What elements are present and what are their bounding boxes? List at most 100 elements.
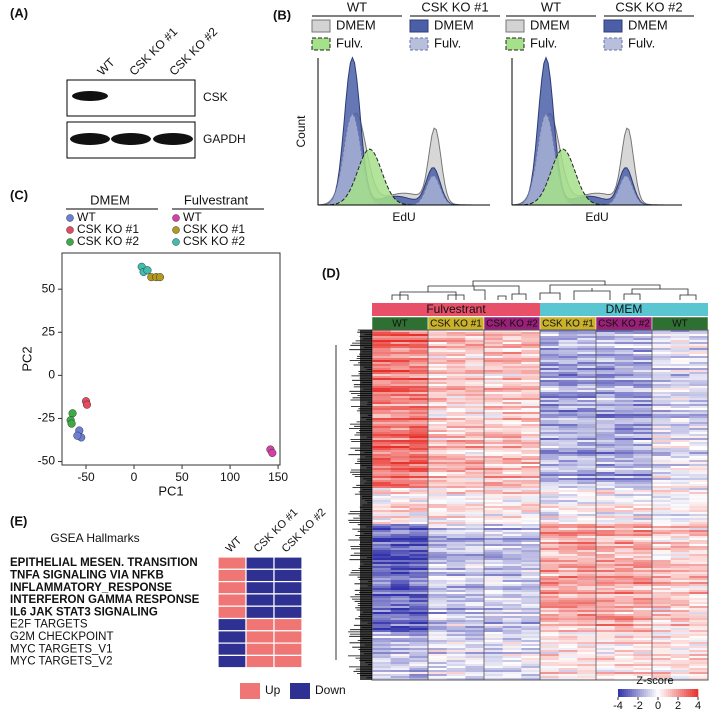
heat-cell: [671, 646, 690, 648]
heat-cell: [596, 410, 615, 412]
heat-cell: [465, 372, 484, 374]
heat-cell: [596, 366, 615, 368]
heat-cell: [540, 506, 559, 508]
heat-cell: [521, 564, 540, 566]
heat-cell: [615, 492, 634, 494]
heat-cell: [671, 340, 690, 342]
heat-cell: [633, 606, 652, 608]
heat-cell: [633, 350, 652, 352]
heat-cell: [671, 556, 690, 558]
heat-cell: [577, 536, 596, 538]
heat-cell: [521, 576, 540, 578]
heat-cell: [671, 652, 690, 654]
heat-cell: [559, 412, 578, 414]
heat-cell: [596, 590, 615, 592]
heat-cell: [689, 560, 708, 562]
heat-cell: [409, 478, 428, 480]
heat-cell: [428, 566, 447, 568]
heat-cell: [428, 650, 447, 652]
heat-cell: [484, 516, 503, 518]
heat-cell: [652, 482, 671, 484]
heat-cell: [447, 610, 466, 612]
heat-cell: [428, 570, 447, 572]
heat-cell: [484, 672, 503, 674]
heat-cell: [540, 592, 559, 594]
heat-cell: [633, 396, 652, 398]
heat-cell: [428, 664, 447, 666]
heat-cell: [652, 354, 671, 356]
heat-cell: [447, 638, 466, 640]
heat-cell: [596, 564, 615, 566]
heat-cell: [671, 512, 690, 514]
heat-cell: [372, 432, 391, 434]
heat-cell: [671, 376, 690, 378]
heat-cell: [615, 578, 634, 580]
heat-cell: [652, 650, 671, 652]
heat-cell: [559, 672, 578, 674]
heat-cell: [521, 538, 540, 540]
heat-cell: [409, 522, 428, 524]
heat-cell: [409, 636, 428, 638]
heat-cell: [633, 608, 652, 610]
heat-cell: [540, 502, 559, 504]
heat-cell: [447, 368, 466, 370]
heat-cell: [671, 346, 690, 348]
heat-cell: [409, 394, 428, 396]
heat-cell: [577, 398, 596, 400]
heat-cell: [391, 662, 410, 664]
heat-cell: [409, 604, 428, 606]
heat-cell: [559, 362, 578, 364]
heat-cell: [409, 500, 428, 502]
heat-cell: [447, 606, 466, 608]
heat-cell: [615, 672, 634, 674]
heat-cell: [596, 474, 615, 476]
heat-cell: [503, 624, 522, 626]
heat-cell: [372, 554, 391, 556]
heat-cell: [428, 440, 447, 442]
heat-cell: [559, 628, 578, 630]
heat-cell: [372, 402, 391, 404]
heat-cell: [465, 422, 484, 424]
heat-cell: [428, 598, 447, 600]
heat-cell: [652, 618, 671, 620]
heat-cell: [447, 540, 466, 542]
heat-cell: [521, 402, 540, 404]
heat-cell: [577, 568, 596, 570]
heat-cell: [652, 574, 671, 576]
heat-cell: [540, 418, 559, 420]
heat-cell: [540, 540, 559, 542]
heat-cell: [465, 462, 484, 464]
heat-cell: [540, 436, 559, 438]
heat-cell: [540, 634, 559, 636]
heat-cell: [577, 336, 596, 338]
heat-cell: [671, 606, 690, 608]
heat-cell: [577, 662, 596, 664]
heat-cell: [372, 418, 391, 420]
heat-cell: [447, 532, 466, 534]
heat-cell: [503, 540, 522, 542]
heat-cell: [521, 420, 540, 422]
heat-cell: [633, 368, 652, 370]
heat-cell: [428, 414, 447, 416]
heat-cell: [521, 526, 540, 528]
heat-cell: [615, 402, 634, 404]
heat-cell: [615, 396, 634, 398]
heat-cell: [503, 560, 522, 562]
y-tick-label: -50: [38, 454, 56, 468]
heat-cell: [671, 518, 690, 520]
heat-cell: [671, 462, 690, 464]
heat-cell: [521, 640, 540, 642]
heat-cell: [447, 376, 466, 378]
heat-cell: [447, 366, 466, 368]
heat-cell: [521, 354, 540, 356]
heat-cell: [447, 370, 466, 372]
heat-cell: [540, 576, 559, 578]
heat-cell: [540, 512, 559, 514]
heat-cell: [391, 550, 410, 552]
heat-cell: [372, 516, 391, 518]
heat-cell: [503, 474, 522, 476]
heat-cell: [447, 664, 466, 666]
heat-cell: [372, 396, 391, 398]
heat-cell: [503, 364, 522, 366]
heat-cell: [465, 394, 484, 396]
